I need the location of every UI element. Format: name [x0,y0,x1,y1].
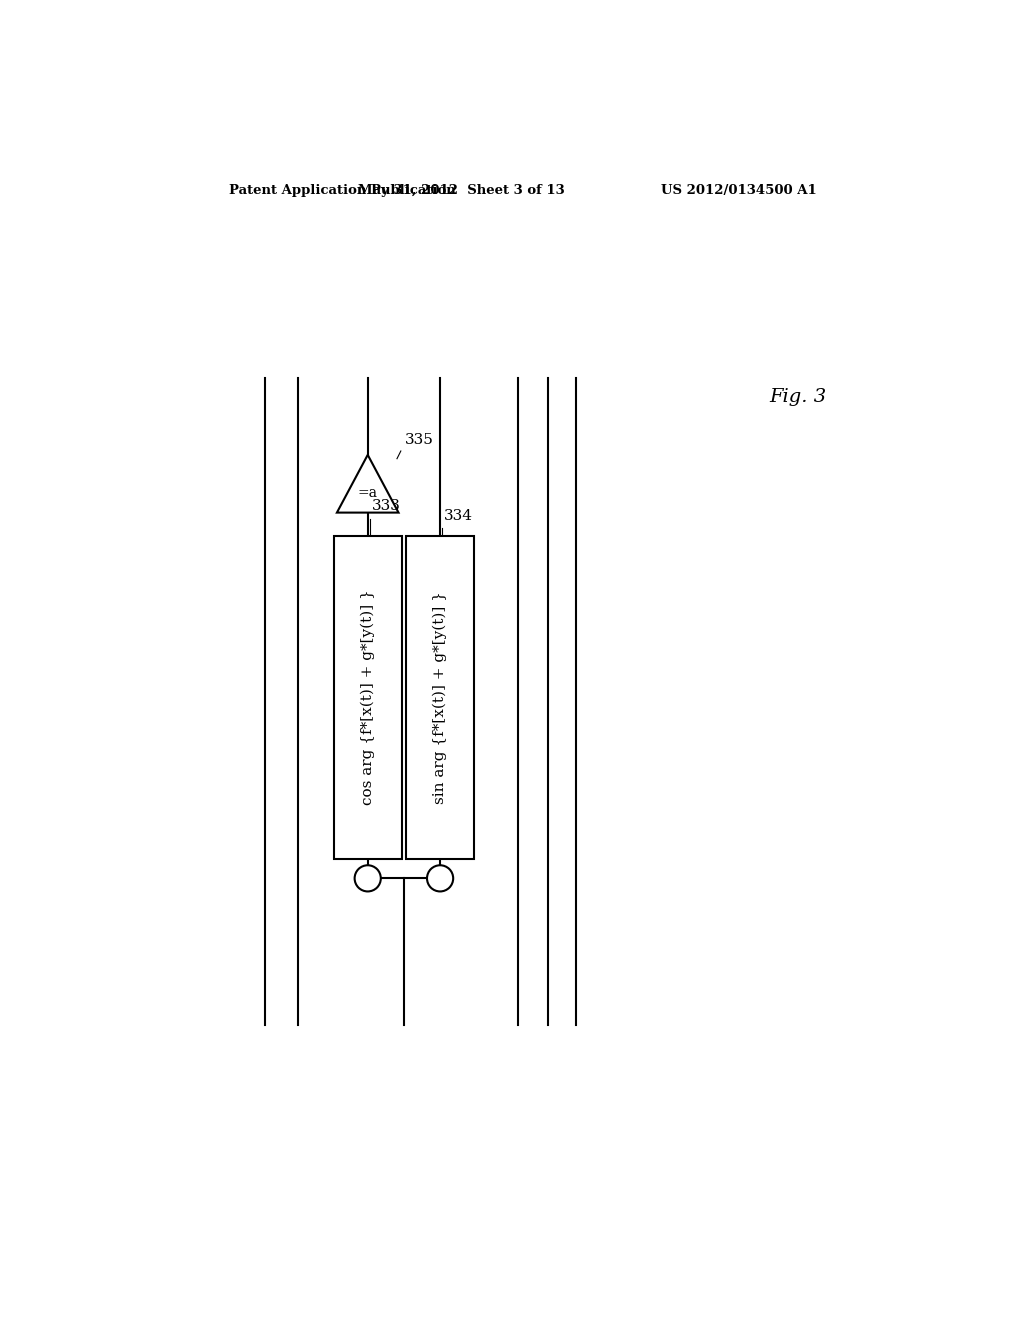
Circle shape [354,866,381,891]
Text: cos arg {f*[x(t)] + g*[y(t)] }: cos arg {f*[x(t)] + g*[y(t)] } [360,590,375,805]
Text: US 2012/0134500 A1: US 2012/0134500 A1 [660,185,817,197]
Text: Patent Application Publication: Patent Application Publication [229,185,456,197]
Text: sin arg {f*[x(t)] + g*[y(t)] }: sin arg {f*[x(t)] + g*[y(t)] } [433,591,447,804]
Text: May 31, 2012  Sheet 3 of 13: May 31, 2012 Sheet 3 of 13 [358,185,565,197]
Text: 334: 334 [444,508,473,523]
Text: Fig. 3: Fig. 3 [770,388,826,407]
Bar [334,536,401,859]
Text: 333: 333 [372,499,400,512]
Text: =a: =a [357,486,378,500]
Circle shape [427,866,454,891]
Text: 335: 335 [404,433,433,447]
Bar [407,536,474,859]
Polygon shape [337,455,398,512]
